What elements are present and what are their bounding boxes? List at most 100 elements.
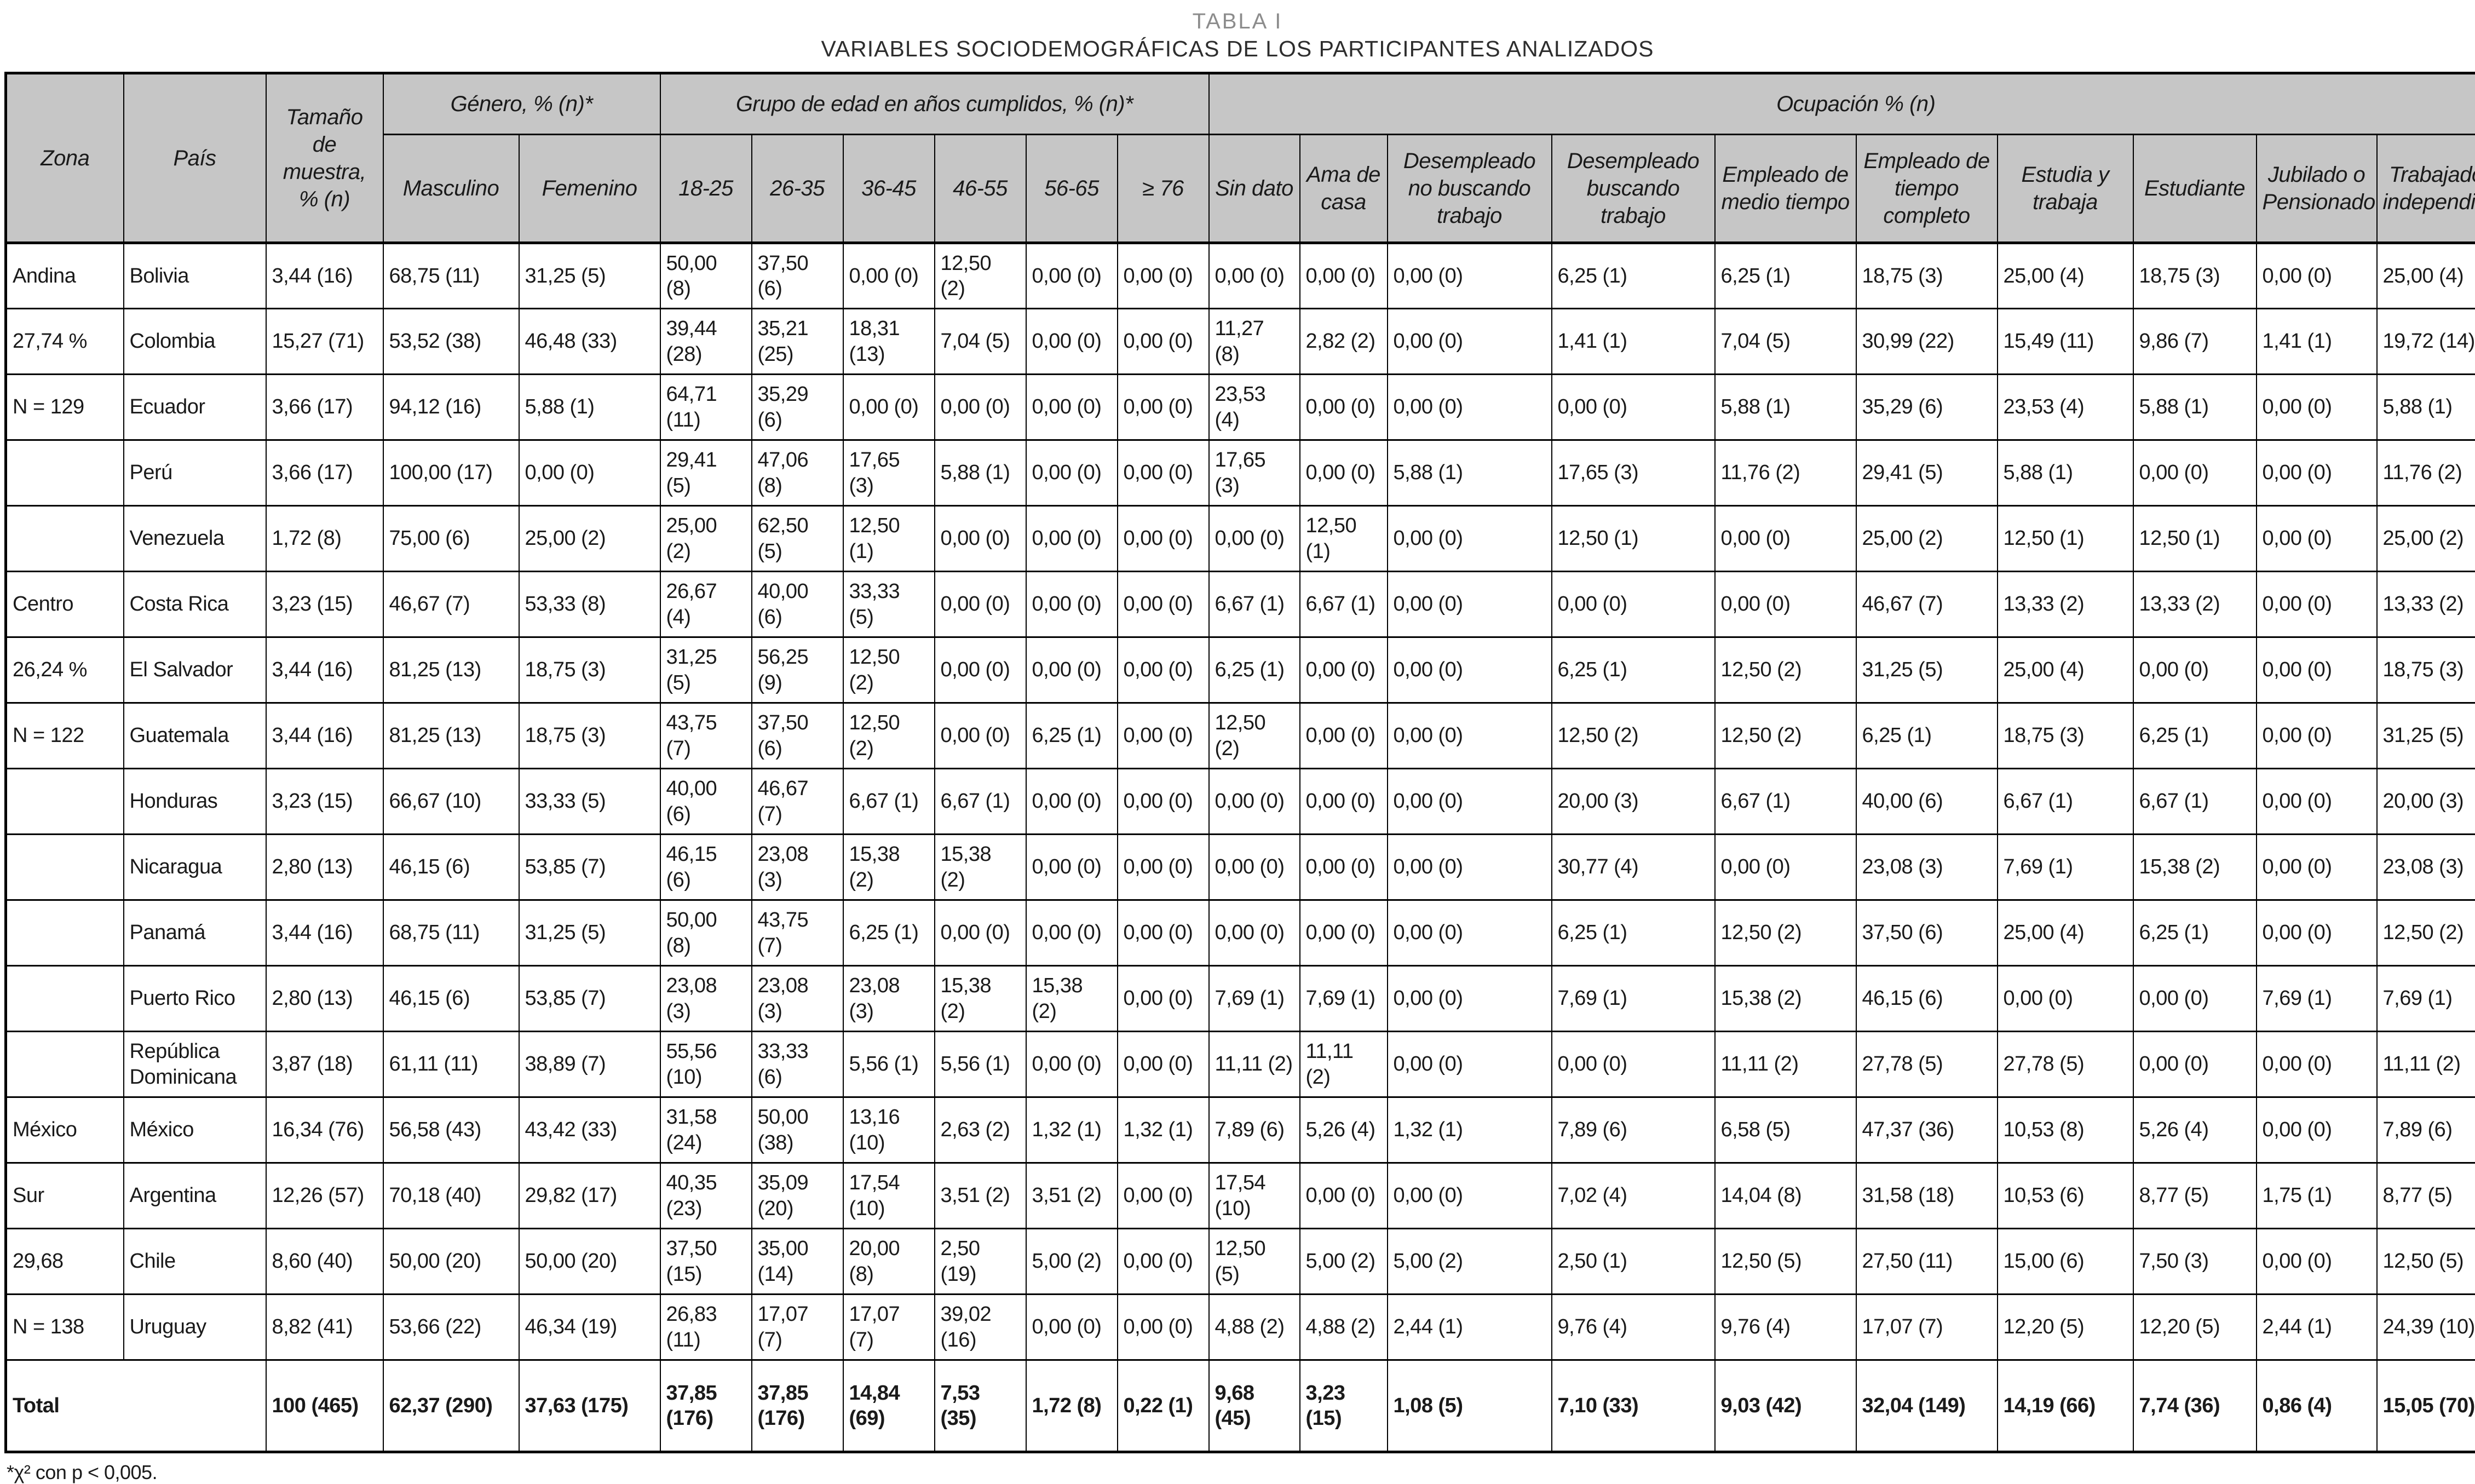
cell-value-13: 0,00 (0) (1715, 506, 1856, 572)
cell-value-6: 15,38 (2) (935, 835, 1026, 900)
cell-pais: República Dominicana (124, 1032, 266, 1097)
cell-value-17: 0,00 (0) (2257, 1097, 2377, 1163)
cell-value-7: 5,00 (2) (1026, 1229, 1118, 1295)
cell-value-8: 0,00 (0) (1118, 1295, 1209, 1360)
sub-header-14: Estudia y trabaja (1998, 135, 2133, 243)
cell-value-14: 40,00 (6) (1856, 769, 1998, 835)
cell-value-5: 13,16 (10) (843, 1097, 935, 1163)
cell-value-6: 0,00 (0) (935, 900, 1026, 966)
cell-value-16: 7,74 (36) (2133, 1360, 2257, 1452)
sub-header-9: Ama de casa (1300, 135, 1388, 243)
cell-value-12: 0,00 (0) (1552, 1032, 1715, 1097)
sub-header-11: Desempleado buscando trabajo (1552, 135, 1715, 243)
cell-value-11: 0,00 (0) (1388, 309, 1552, 375)
cell-value-3: 31,25 (5) (660, 637, 752, 703)
cell-value-13: 6,25 (1) (1715, 243, 1856, 309)
cell-value-16: 6,67 (1) (2133, 769, 2257, 835)
cell-value-0: 3,44 (16) (266, 900, 383, 966)
cell-value-12: 7,69 (1) (1552, 966, 1715, 1032)
cell-value-15: 0,00 (0) (1998, 966, 2133, 1032)
cell-value-8: 0,00 (0) (1118, 572, 1209, 637)
cell-value-3: 55,56 (10) (660, 1032, 752, 1097)
cell-value-14: 23,08 (3) (1856, 835, 1998, 900)
cell-value-5: 17,65 (3) (843, 440, 935, 506)
cell-value-14: 30,99 (22) (1856, 309, 1998, 375)
cell-value-10: 3,23 (15) (1300, 1360, 1388, 1452)
cell-value-3: 37,85 (176) (660, 1360, 752, 1452)
cell-value-7: 0,00 (0) (1026, 309, 1118, 375)
cell-value-2: 18,75 (3) (519, 703, 660, 769)
cell-value-18: 31,25 (5) (2377, 703, 2475, 769)
cell-value-8: 0,00 (0) (1118, 309, 1209, 375)
cell-value-8: 0,00 (0) (1118, 375, 1209, 440)
cell-value-17: 0,00 (0) (2257, 637, 2377, 703)
cell-value-8: 0,00 (0) (1118, 900, 1209, 966)
cell-value-5: 0,00 (0) (843, 375, 935, 440)
cell-value-0: 16,34 (76) (266, 1097, 383, 1163)
cell-value-9: 12,50 (5) (1209, 1229, 1300, 1295)
cell-pais: Uruguay (124, 1295, 266, 1360)
cell-value-7: 0,00 (0) (1026, 1295, 1118, 1360)
cell-pais: El Salvador (124, 637, 266, 703)
cell-value-3: 26,83 (11) (660, 1295, 752, 1360)
cell-value-1: 50,00 (20) (383, 1229, 519, 1295)
sociodemographic-table: Zona País Tamaño de muestra, % (n) Géner… (4, 72, 2475, 1453)
cell-value-15: 6,67 (1) (1998, 769, 2133, 835)
cell-value-6: 15,38 (2) (935, 966, 1026, 1032)
cell-value-2: 25,00 (2) (519, 506, 660, 572)
cell-value-8: 0,22 (1) (1118, 1360, 1209, 1452)
group-header-genero: Género, % (n)* (383, 73, 660, 135)
cell-value-0: 3,44 (16) (266, 703, 383, 769)
cell-value-15: 18,75 (3) (1998, 703, 2133, 769)
cell-value-11: 0,00 (0) (1388, 1163, 1552, 1229)
cell-value-1: 68,75 (11) (383, 900, 519, 966)
cell-value-2: 53,33 (8) (519, 572, 660, 637)
cell-value-7: 15,38 (2) (1026, 966, 1118, 1032)
cell-value-18: 12,50 (2) (2377, 900, 2475, 966)
cell-value-12: 12,50 (1) (1552, 506, 1715, 572)
cell-value-16: 12,50 (1) (2133, 506, 2257, 572)
cell-value-3: 37,50 (15) (660, 1229, 752, 1295)
cell-value-18: 23,08 (3) (2377, 835, 2475, 900)
cell-value-9: 17,54 (10) (1209, 1163, 1300, 1229)
cell-value-16: 0,00 (0) (2133, 1032, 2257, 1097)
cell-value-16: 0,00 (0) (2133, 966, 2257, 1032)
cell-value-16: 18,75 (3) (2133, 243, 2257, 309)
group-header-ocupacion: Ocupación % (n) (1209, 73, 2475, 135)
cell-value-1: 53,52 (38) (383, 309, 519, 375)
cell-value-2: 46,34 (19) (519, 1295, 660, 1360)
cell-value-2: 50,00 (20) (519, 1229, 660, 1295)
cell-value-17: 0,00 (0) (2257, 1032, 2377, 1097)
sub-header-16: Jubilado o Pensionado (2257, 135, 2377, 243)
cell-value-14: 31,58 (18) (1856, 1163, 1998, 1229)
col-header-tamano: Tamaño de muestra, % (n) (266, 73, 383, 243)
cell-value-0: 100 (465) (266, 1360, 383, 1452)
cell-value-5: 6,67 (1) (843, 769, 935, 835)
cell-value-7: 0,00 (0) (1026, 1032, 1118, 1097)
cell-value-3: 29,41 (5) (660, 440, 752, 506)
cell-value-17: 7,69 (1) (2257, 966, 2377, 1032)
cell-value-4: 40,00 (6) (752, 572, 843, 637)
cell-value-18: 25,00 (4) (2377, 243, 2475, 309)
cell-value-8: 0,00 (0) (1118, 1032, 1209, 1097)
cell-value-9: 9,68 (45) (1209, 1360, 1300, 1452)
sub-header-1: Femenino (519, 135, 660, 243)
cell-value-15: 13,33 (2) (1998, 572, 2133, 637)
cell-value-17: 0,00 (0) (2257, 243, 2377, 309)
cell-value-9: 0,00 (0) (1209, 835, 1300, 900)
cell-value-1: 100,00 (17) (383, 440, 519, 506)
cell-value-17: 0,86 (4) (2257, 1360, 2377, 1452)
cell-value-0: 3,23 (15) (266, 572, 383, 637)
cell-value-13: 12,50 (2) (1715, 900, 1856, 966)
table-subtitle: VARIABLES SOCIODEMOGRÁFICAS DE LOS PARTI… (0, 36, 2475, 62)
cell-value-8: 0,00 (0) (1118, 1229, 1209, 1295)
cell-value-14: 37,50 (6) (1856, 900, 1998, 966)
cell-value-4: 17,07 (7) (752, 1295, 843, 1360)
cell-value-12: 12,50 (2) (1552, 703, 1715, 769)
cell-value-18: 18,75 (3) (2377, 637, 2475, 703)
cell-value-7: 1,72 (8) (1026, 1360, 1118, 1452)
cell-value-18: 11,11 (2) (2377, 1032, 2475, 1097)
